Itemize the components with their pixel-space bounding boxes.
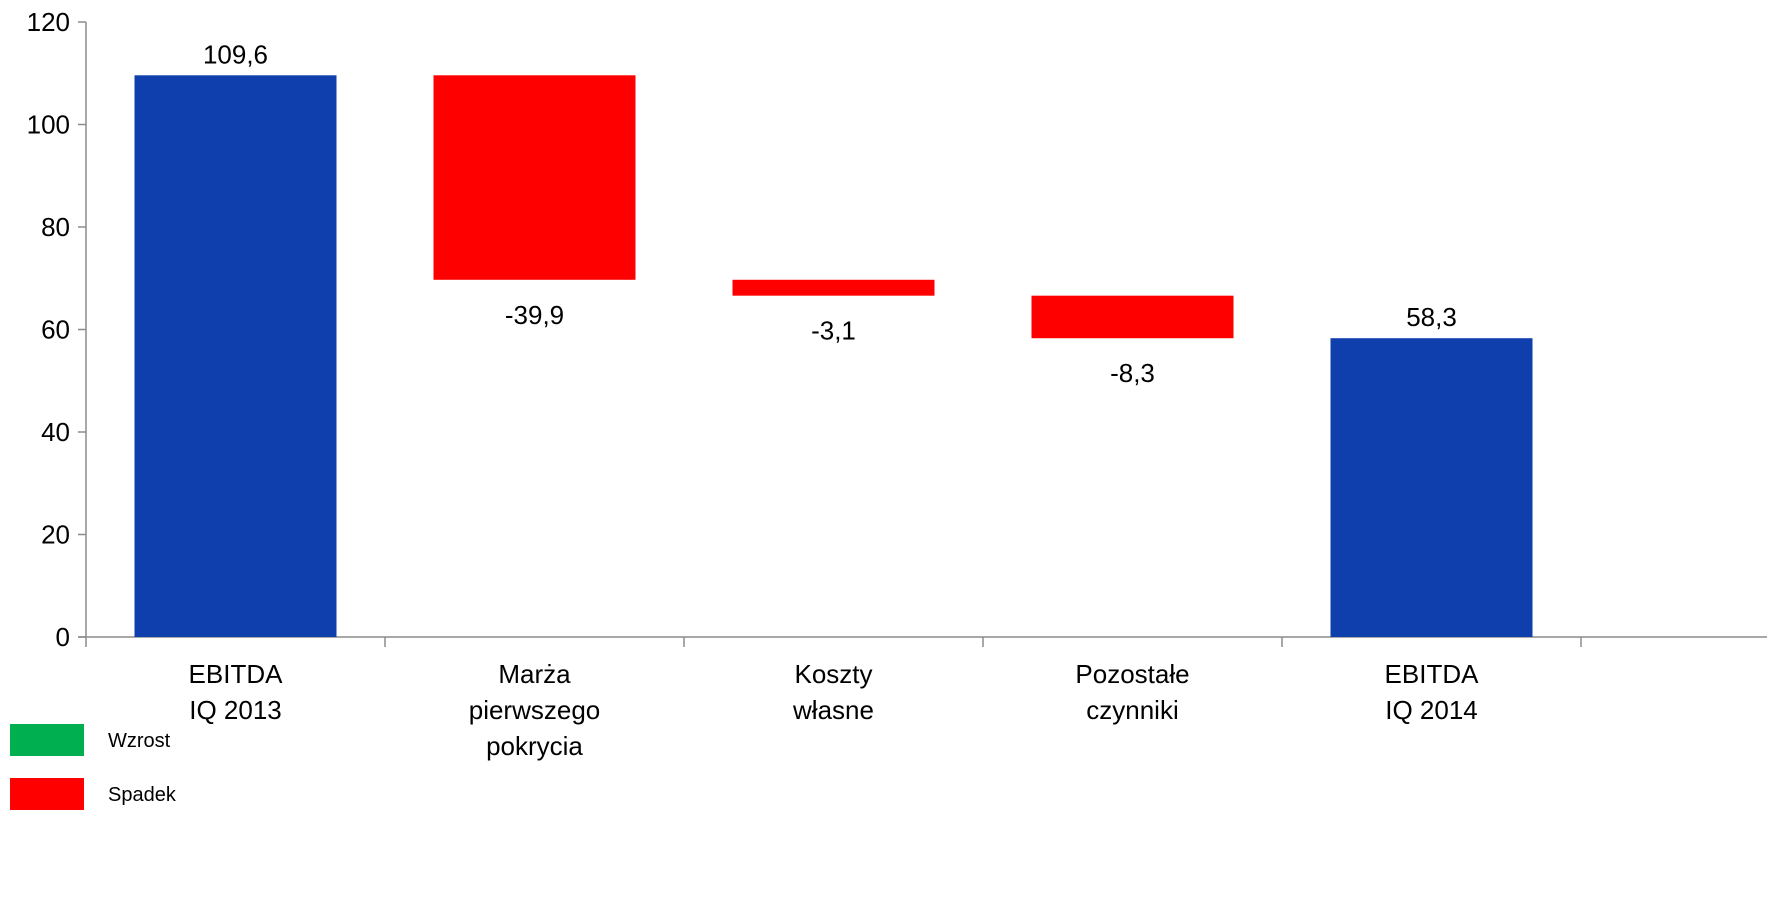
y-tick-label: 60 bbox=[41, 315, 70, 345]
x-category-label: czynniki bbox=[1086, 695, 1178, 725]
x-category-label: EBITDA bbox=[189, 659, 284, 689]
x-category-label: IQ 2014 bbox=[1385, 695, 1478, 725]
legend-swatch-decrease bbox=[10, 778, 84, 810]
x-category-label: Pozostałe bbox=[1075, 659, 1189, 689]
x-category-label: EBITDA bbox=[1385, 659, 1480, 689]
bar-decrease bbox=[732, 279, 935, 296]
x-category-label: IQ 2013 bbox=[189, 695, 282, 725]
data-label: 109,6 bbox=[203, 39, 268, 69]
y-tick-label: 0 bbox=[56, 622, 70, 652]
legend-label-increase: Wzrost bbox=[108, 730, 171, 752]
data-label: -39,9 bbox=[505, 300, 564, 330]
data-label: 58,3 bbox=[1406, 302, 1457, 332]
legend-label-decrease: Spadek bbox=[108, 784, 177, 806]
x-category-label: pierwszego bbox=[469, 695, 601, 725]
x-category-label: własne bbox=[792, 695, 874, 725]
bar-total bbox=[134, 75, 337, 638]
bar-total bbox=[1330, 338, 1533, 637]
bar-decrease bbox=[1031, 295, 1234, 339]
y-tick-label: 100 bbox=[27, 110, 70, 140]
data-label: -3,1 bbox=[811, 316, 856, 346]
x-category-label: Koszty bbox=[794, 659, 872, 689]
y-tick-label: 40 bbox=[41, 417, 70, 447]
legend-swatch-increase bbox=[10, 724, 84, 756]
x-category-label: Marża bbox=[498, 659, 571, 689]
y-tick-label: 120 bbox=[27, 7, 70, 37]
bar-decrease bbox=[433, 75, 636, 280]
data-label: -8,3 bbox=[1110, 358, 1155, 388]
x-category-label: pokrycia bbox=[486, 731, 583, 761]
y-tick-label: 80 bbox=[41, 212, 70, 242]
y-tick-label: 20 bbox=[41, 520, 70, 550]
